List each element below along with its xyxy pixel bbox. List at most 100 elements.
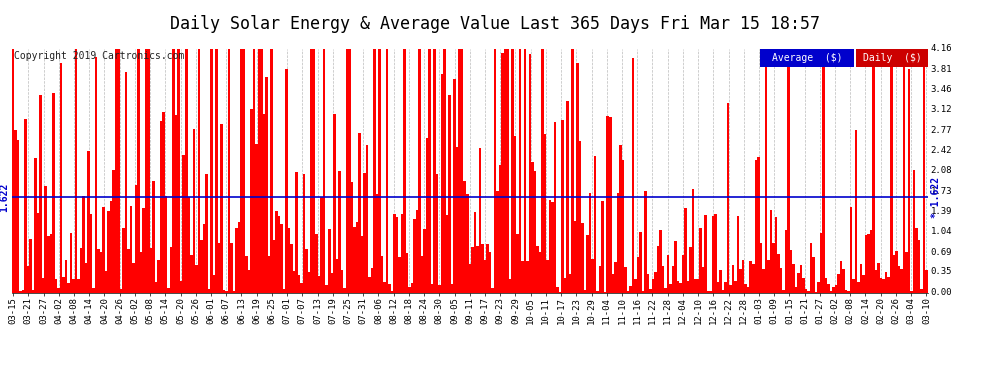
- Bar: [867, 234, 870, 292]
- Bar: [162, 112, 165, 292]
- Bar: [489, 252, 491, 292]
- Bar: [627, 291, 629, 292]
- Bar: [97, 249, 100, 292]
- Bar: [92, 288, 95, 292]
- Bar: [501, 53, 504, 292]
- Bar: [913, 170, 915, 292]
- Bar: [149, 249, 152, 292]
- Bar: [157, 260, 160, 292]
- Bar: [388, 284, 391, 292]
- Bar: [30, 239, 32, 292]
- Bar: [546, 260, 548, 292]
- Bar: [185, 49, 187, 292]
- Bar: [749, 261, 752, 292]
- Bar: [684, 208, 687, 292]
- Bar: [148, 49, 149, 292]
- Bar: [200, 240, 203, 292]
- Bar: [255, 144, 257, 292]
- Bar: [295, 172, 298, 292]
- Bar: [607, 116, 609, 292]
- Bar: [128, 249, 130, 292]
- Bar: [532, 162, 534, 292]
- Bar: [561, 120, 564, 292]
- Bar: [920, 289, 923, 292]
- Bar: [923, 49, 925, 292]
- Bar: [862, 275, 865, 292]
- Bar: [360, 236, 363, 292]
- Bar: [290, 244, 293, 292]
- Bar: [805, 289, 807, 292]
- Bar: [218, 243, 220, 292]
- Bar: [790, 250, 792, 292]
- Bar: [260, 49, 262, 292]
- Bar: [223, 290, 225, 292]
- Bar: [252, 49, 255, 292]
- Bar: [735, 281, 737, 292]
- Bar: [424, 229, 426, 292]
- Bar: [463, 181, 466, 292]
- Bar: [45, 186, 47, 292]
- Bar: [32, 290, 35, 292]
- Bar: [203, 224, 205, 292]
- Bar: [458, 49, 461, 292]
- Bar: [887, 278, 890, 292]
- Bar: [672, 266, 674, 292]
- Bar: [486, 243, 489, 292]
- Bar: [205, 174, 208, 292]
- Bar: [509, 279, 511, 292]
- Bar: [143, 208, 145, 292]
- Bar: [865, 235, 867, 292]
- Bar: [744, 284, 747, 292]
- Bar: [527, 261, 529, 292]
- Bar: [441, 74, 444, 292]
- Bar: [426, 138, 429, 292]
- Bar: [880, 278, 882, 292]
- Bar: [792, 264, 795, 292]
- Bar: [511, 49, 514, 292]
- Bar: [772, 243, 774, 292]
- Bar: [617, 193, 619, 292]
- Text: 1.622: 1.622: [0, 183, 9, 212]
- Bar: [468, 264, 471, 292]
- Bar: [180, 280, 182, 292]
- Bar: [344, 288, 346, 292]
- Bar: [732, 265, 735, 292]
- Bar: [584, 290, 586, 292]
- Bar: [514, 136, 516, 292]
- Bar: [393, 214, 396, 292]
- Bar: [288, 228, 290, 292]
- Bar: [576, 63, 579, 292]
- Bar: [566, 101, 569, 292]
- Text: 2.08: 2.08: [931, 166, 952, 175]
- Bar: [450, 285, 453, 292]
- Bar: [842, 269, 844, 292]
- Bar: [12, 49, 15, 292]
- Bar: [893, 255, 895, 292]
- Bar: [596, 291, 599, 292]
- Bar: [747, 287, 749, 292]
- Bar: [243, 49, 246, 292]
- Bar: [213, 275, 215, 292]
- Bar: [925, 270, 928, 292]
- Bar: [697, 279, 699, 292]
- Bar: [844, 290, 847, 292]
- Bar: [840, 261, 842, 292]
- Bar: [341, 270, 344, 292]
- Bar: [448, 95, 450, 292]
- Bar: [782, 290, 785, 292]
- Bar: [446, 216, 448, 292]
- Bar: [730, 285, 732, 292]
- Bar: [323, 49, 326, 292]
- Bar: [112, 171, 115, 292]
- Bar: [170, 247, 172, 292]
- Bar: [710, 291, 712, 292]
- Bar: [581, 223, 584, 292]
- Bar: [712, 216, 715, 292]
- Bar: [411, 283, 413, 292]
- Bar: [890, 49, 893, 292]
- Bar: [250, 109, 252, 292]
- Bar: [797, 273, 800, 292]
- Bar: [270, 49, 273, 292]
- Bar: [722, 290, 725, 292]
- Bar: [795, 287, 797, 292]
